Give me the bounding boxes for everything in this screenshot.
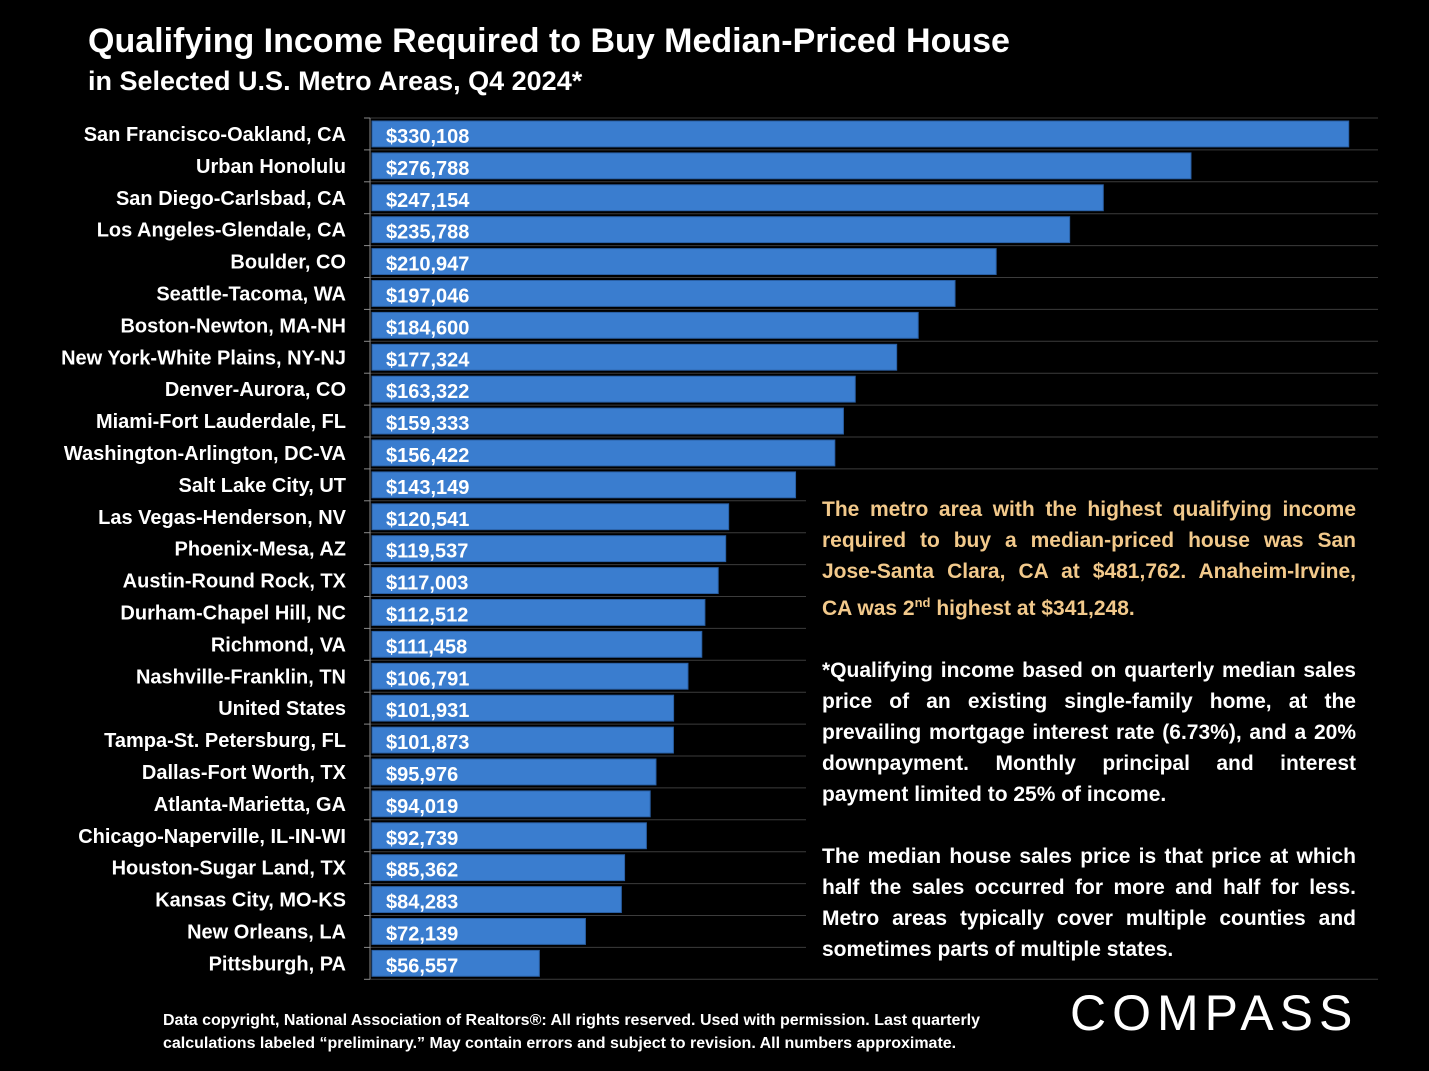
chart-subtitle: in Selected U.S. Metro Areas, Q4 2024*: [88, 66, 583, 96]
bar-value-label: $117,003: [386, 573, 468, 595]
footer-copyright: Data copyright, National Association of …: [163, 1009, 1063, 1055]
category-label: Richmond, VA: [211, 634, 346, 656]
highlight-note-post: highest at $341,248.: [930, 597, 1135, 620]
category-label: New York-White Plains, NY-NJ: [61, 347, 346, 369]
category-label: Pittsburgh, PA: [209, 953, 346, 975]
bar-value-label: $92,739: [386, 828, 458, 850]
category-label: Salt Lake City, UT: [179, 475, 346, 497]
category-label: Austin-Round Rock, TX: [123, 571, 347, 593]
bar: [371, 854, 626, 882]
footnote-qualifying: *Qualifying income based on quarterly me…: [822, 659, 1356, 806]
highlight-note-sup: nd: [914, 595, 931, 610]
bar: [371, 822, 647, 850]
bar-value-label: $101,931: [386, 700, 469, 722]
bar-value-label: $56,557: [386, 955, 458, 977]
category-label: Phoenix-Mesa, AZ: [174, 539, 346, 561]
category-label: Urban Honolulu: [196, 156, 346, 178]
bar: [371, 216, 1071, 244]
category-label: United States: [218, 698, 346, 720]
highlight-note-pre: The metro area with the highest qualifyi…: [822, 498, 1356, 620]
bar-value-label: $163,322: [386, 381, 469, 403]
bar-value-label: $119,537: [386, 541, 468, 563]
footer-line-2: calculations labeled “preliminary.” May …: [163, 1035, 957, 1052]
chart-title: Qualifying Income Required to Buy Median…: [88, 22, 1010, 60]
bar-value-label: $106,791: [386, 668, 469, 690]
highlight-note: The metro area with the highest qualifyi…: [822, 494, 1356, 624]
bar-value-label: $85,362: [386, 860, 458, 882]
bar: [371, 535, 727, 563]
bar-value-label: $120,541: [386, 509, 469, 531]
category-label: San Diego-Carlsbad, CA: [116, 188, 346, 210]
bar-value-label: $101,873: [386, 732, 469, 754]
bar: [371, 439, 836, 467]
category-label: Denver-Aurora, CO: [165, 379, 346, 401]
bar: [371, 758, 657, 786]
category-label: Los Angeles-Glendale, CA: [97, 220, 346, 242]
category-label: Atlanta-Marietta, GA: [154, 794, 346, 816]
bar: [371, 152, 1192, 180]
bar: [371, 503, 730, 531]
bar: [371, 184, 1104, 212]
bar-value-label: $276,788: [386, 158, 469, 180]
bar: [371, 630, 703, 658]
category-label: Houston-Sugar Land, TX: [112, 858, 347, 880]
bar-value-label: $111,458: [386, 636, 467, 658]
bar-value-label: $330,108: [386, 126, 469, 148]
bar: [371, 949, 540, 977]
category-label: Miami-Fort Lauderdale, FL: [96, 411, 346, 433]
category-label: Washington-Arlington, DC-VA: [64, 443, 346, 465]
bar-value-label: $177,324: [386, 349, 470, 371]
category-label: Dallas-Fort Worth, TX: [142, 762, 347, 784]
bar-value-label: $184,600: [386, 317, 469, 339]
category-label: Seattle-Tacoma, WA: [156, 283, 346, 305]
notes-panel: The metro area with the highest qualifyi…: [822, 494, 1356, 996]
category-label: Boston-Newton, MA-NH: [120, 315, 346, 337]
bar-value-label: $84,283: [386, 892, 458, 914]
bar: [371, 407, 844, 435]
category-label: Boulder, CO: [230, 252, 346, 274]
bar: [371, 248, 997, 276]
bar: [371, 726, 674, 754]
bar-value-label: $143,149: [386, 477, 469, 499]
bar: [371, 280, 956, 307]
bar-value-label: $112,512: [386, 604, 468, 626]
footer-line-1: Data copyright, National Association of …: [163, 1012, 981, 1029]
category-label: San Francisco-Oakland, CA: [84, 124, 346, 146]
bar-value-label: $247,154: [386, 190, 470, 212]
bar-value-label: $156,422: [386, 445, 469, 467]
category-label: Tampa-St. Petersburg, FL: [104, 730, 346, 752]
bar: [371, 471, 797, 499]
category-label: Las Vegas-Henderson, NV: [98, 507, 347, 529]
bar: [371, 567, 719, 594]
bar: [371, 694, 675, 722]
category-label: Chicago-Naperville, IL-IN-WI: [78, 826, 346, 848]
category-label: Nashville-Franklin, TN: [136, 666, 346, 688]
bar: [371, 343, 898, 371]
bar: [371, 311, 919, 339]
bar-value-label: $197,046: [386, 285, 469, 307]
bar-chart: San Francisco-Oakland, CA $330,108 Urban H…: [61, 117, 1378, 980]
note-median-definition: The median house sales price is that pri…: [822, 845, 1356, 961]
bar-value-label: $159,333: [386, 413, 469, 435]
bar-value-label: $95,976: [386, 764, 458, 786]
bar: [371, 375, 856, 403]
bar: [371, 662, 689, 690]
bar-value-label: $235,788: [386, 222, 469, 244]
bar-value-label: $210,947: [386, 254, 469, 276]
category-label: New Orleans, LA: [187, 921, 346, 943]
bar-value-label: $94,019: [386, 796, 458, 818]
bar: [371, 599, 706, 626]
bar: [371, 120, 1350, 148]
category-label: Durham-Chapel Hill, NC: [120, 602, 346, 624]
bar: [371, 918, 586, 945]
category-label: Kansas City, MO-KS: [155, 890, 346, 912]
bar-value-label: $72,139: [386, 923, 458, 945]
bar: [371, 790, 651, 818]
compass-logo: COMPASS: [1070, 985, 1359, 1041]
bar: [371, 886, 622, 913]
